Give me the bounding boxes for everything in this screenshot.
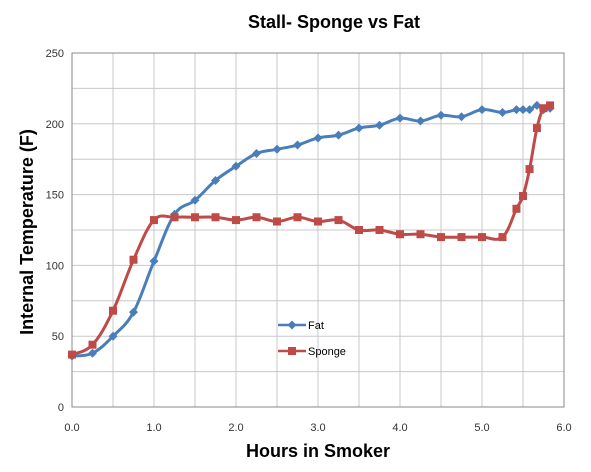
x-tick-label: 6.0	[556, 422, 571, 434]
fat-point	[354, 123, 364, 133]
sponge-point	[232, 216, 240, 225]
x-tick-label: 5.0	[474, 422, 489, 434]
fat-point	[129, 307, 138, 317]
fat-point	[511, 105, 521, 115]
sponge-point	[532, 124, 541, 133]
sponge-point	[539, 104, 548, 113]
sponge-point	[519, 192, 527, 201]
fat-point	[108, 331, 118, 341]
sponge-point	[88, 340, 97, 349]
fat-point	[436, 110, 446, 120]
sponge-point	[334, 216, 343, 225]
x-axis-ticks: 0.0 1.0 2.0 3.0 4.0 5.0 6.0	[64, 422, 571, 434]
sponge-point	[211, 213, 220, 222]
sponge-point	[457, 233, 466, 242]
fat-point	[525, 105, 535, 115]
y-axis-title: Internal Temperature (F)	[17, 129, 37, 335]
x-tick-label: 3.0	[310, 422, 325, 434]
x-axis-title: Hours in Smoker	[246, 441, 390, 461]
y-tick-label: 50	[52, 331, 64, 343]
sponge-point	[396, 230, 404, 239]
sponge-point	[525, 165, 534, 174]
sponge-point	[191, 213, 199, 222]
x-tick-label: 4.0	[392, 422, 407, 434]
fat-point	[518, 105, 528, 115]
y-axis-ticks: 0 50 100 150 200 250	[46, 48, 64, 414]
fat-point	[375, 120, 384, 130]
sponge-point	[293, 213, 302, 222]
y-tick-label: 0	[58, 402, 64, 414]
fat-point	[293, 140, 302, 150]
fat-point	[334, 130, 343, 140]
y-tick-label: 150	[46, 190, 64, 202]
fat-point	[190, 195, 200, 205]
legend-sponge-label: Sponge	[308, 346, 346, 358]
sponge-point	[498, 233, 507, 242]
fat-point	[416, 116, 425, 126]
series-sponge	[68, 101, 555, 359]
fat-point	[88, 348, 97, 358]
fat-point	[149, 256, 159, 266]
chart-title: Stall- Sponge vs Fat	[248, 12, 420, 32]
sponge-point	[375, 226, 384, 234]
sponge-point	[512, 204, 521, 213]
y-tick-label: 200	[46, 119, 64, 131]
fat-point	[211, 175, 220, 185]
legend-fat-label: Fat	[308, 320, 324, 332]
sponge-point	[150, 216, 158, 225]
sponge-point	[68, 350, 76, 359]
sponge-point	[416, 230, 425, 239]
fat-point	[498, 107, 507, 117]
sponge-point	[273, 217, 281, 226]
y-tick-label: 100	[46, 260, 64, 272]
sponge-point	[129, 255, 138, 264]
x-tick-label: 1.0	[146, 422, 161, 434]
fat-point	[457, 112, 466, 122]
sponge-point	[355, 226, 363, 234]
sponge-point	[170, 213, 179, 222]
legend-fat-marker	[287, 320, 297, 330]
sponge-line	[71, 103, 551, 357]
x-tick-label: 0.0	[64, 422, 79, 434]
fat-point	[477, 105, 487, 115]
x-tick-label: 2.0	[228, 422, 243, 434]
sponge-point	[437, 233, 445, 242]
sponge-point	[478, 233, 486, 242]
fat-point	[272, 144, 282, 154]
sponge-point	[109, 306, 117, 315]
sponge-point	[252, 213, 261, 222]
series-layer	[67, 100, 555, 361]
fat-point	[231, 161, 241, 171]
y-tick-label: 250	[46, 48, 64, 60]
fat-point	[395, 113, 405, 123]
fat-point	[532, 100, 542, 110]
legend-sponge-marker	[288, 347, 296, 355]
legend: Fat Sponge	[278, 320, 346, 358]
sponge-point	[314, 217, 322, 226]
sponge-point	[546, 101, 555, 110]
fat-point	[252, 149, 261, 159]
plot-area-border	[71, 52, 565, 408]
fat-point	[313, 133, 323, 143]
